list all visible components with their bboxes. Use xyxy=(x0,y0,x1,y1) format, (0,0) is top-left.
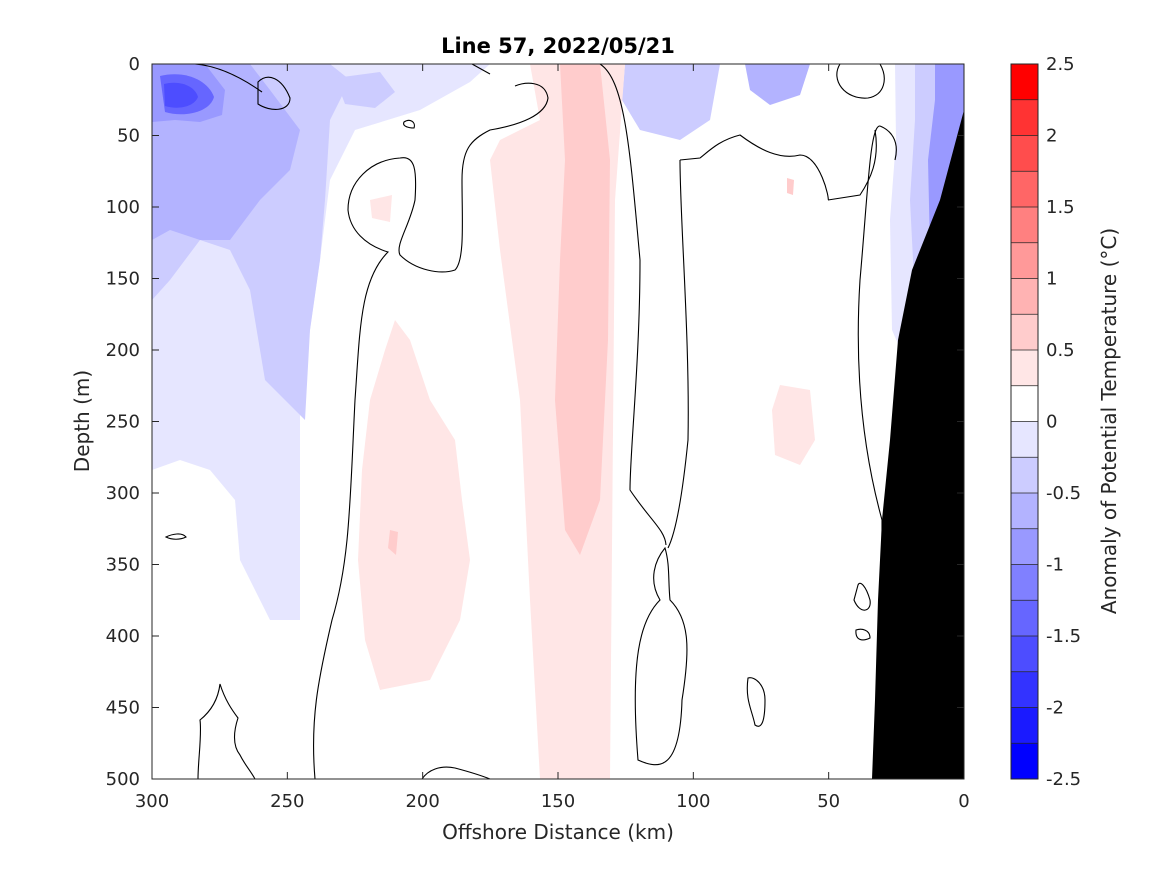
x-tick-label: 100 xyxy=(676,791,710,812)
colorbar-tick-label: 1 xyxy=(1046,269,1057,290)
y-tick-label: 200 xyxy=(106,340,140,361)
colorbar-segment xyxy=(1011,385,1038,422)
x-tick-label: 50 xyxy=(817,791,840,812)
x-axis-label: Offshore Distance (km) xyxy=(442,820,674,844)
region-surface-cold-mid-3 xyxy=(335,72,395,108)
colorbar-tick-label: 0.5 xyxy=(1046,340,1075,361)
chart-title: Line 57, 2022/05/21 xyxy=(441,34,675,58)
y-axis: 0 50 100 150 200 250 300 350 400 450 500 xyxy=(106,54,964,790)
region-small-warm-3 xyxy=(787,178,794,195)
region-surface-cold-mid xyxy=(622,64,720,140)
y-tick-label: 0 xyxy=(129,54,140,75)
x-tick-label: 0 xyxy=(958,791,969,812)
colorbar-segment xyxy=(1011,278,1038,315)
colorbar-segment xyxy=(1011,457,1038,493)
colorbar-segment xyxy=(1011,350,1038,386)
colorbar-segment xyxy=(1011,171,1038,207)
colorbar-segment xyxy=(1011,743,1038,779)
colorbar-segment xyxy=(1011,671,1038,708)
region-small-warm xyxy=(772,385,815,465)
colorbar-segment xyxy=(1011,207,1038,243)
colorbar-segment xyxy=(1011,135,1038,172)
x-tick-label: 200 xyxy=(405,791,439,812)
region-warm-band-core xyxy=(555,64,610,555)
x-axis: 300 250 200 150 100 50 0 xyxy=(135,64,970,812)
colorbar-segment xyxy=(1011,564,1038,601)
region-subsurface-warm-dot xyxy=(388,530,398,555)
bathymetry-fill xyxy=(872,110,964,779)
x-tick-label: 150 xyxy=(541,791,575,812)
y-tick-label: 100 xyxy=(106,197,140,218)
colorbar-tick-label: -2.5 xyxy=(1046,769,1081,790)
colorbar-segment xyxy=(1011,493,1038,529)
x-tick-label: 300 xyxy=(135,791,169,812)
y-axis-label: Depth (m) xyxy=(70,370,94,472)
x-tick-label: 250 xyxy=(270,791,304,812)
y-tick-label: 50 xyxy=(117,126,140,147)
colorbar-label: Anomaly of Potential Temperature (°C) xyxy=(1097,228,1121,614)
contour-lines-zero xyxy=(164,64,897,779)
colorbar-tick-label: -1.5 xyxy=(1046,626,1081,647)
region-surface-cold-mid-2 xyxy=(745,64,810,105)
colorbar-tick-label: 2.5 xyxy=(1046,54,1075,75)
colorbar-segment xyxy=(1011,421,1038,458)
y-tick-label: 150 xyxy=(106,269,140,290)
y-tick-label: 500 xyxy=(106,769,140,790)
colorbar-segment xyxy=(1011,707,1038,744)
y-tick-label: 300 xyxy=(106,483,140,504)
colorbar-tick-label: -0.5 xyxy=(1046,483,1081,504)
region-small-warm-2 xyxy=(370,195,392,222)
colorbar-tick-label: 0 xyxy=(1046,412,1057,433)
colorbar-tick-label: 1.5 xyxy=(1046,197,1075,218)
colorbar-segment xyxy=(1011,600,1038,636)
y-tick-label: 250 xyxy=(106,412,140,433)
y-tick-label: 400 xyxy=(106,626,140,647)
region-subsurface-warm xyxy=(358,320,470,690)
colorbar-segment xyxy=(1011,314,1038,350)
colorbar-frame xyxy=(1010,63,1039,780)
colorbar-tick-label: -2 xyxy=(1046,698,1064,719)
colorbar: -2.5 -2 -1.5 -1 -0.5 0 0.5 1 1.5 2 2.5 xyxy=(1010,54,1081,790)
colorbar-segment xyxy=(1011,99,1038,136)
colorbar-segment xyxy=(1011,636,1038,672)
region-surface-cold-core-2 xyxy=(164,82,198,108)
y-tick-label: 450 xyxy=(106,698,140,719)
colorbar-segment xyxy=(1011,242,1038,279)
colorbar-tick-label: 2 xyxy=(1046,126,1057,147)
y-tick-label: 350 xyxy=(106,555,140,576)
colorbar-segment xyxy=(1011,64,1038,100)
plot-area xyxy=(152,64,964,779)
colorbar-tick-label: -1 xyxy=(1046,555,1064,576)
colorbar-segment xyxy=(1011,528,1038,565)
region-nearshore-cold-3 xyxy=(928,64,964,250)
